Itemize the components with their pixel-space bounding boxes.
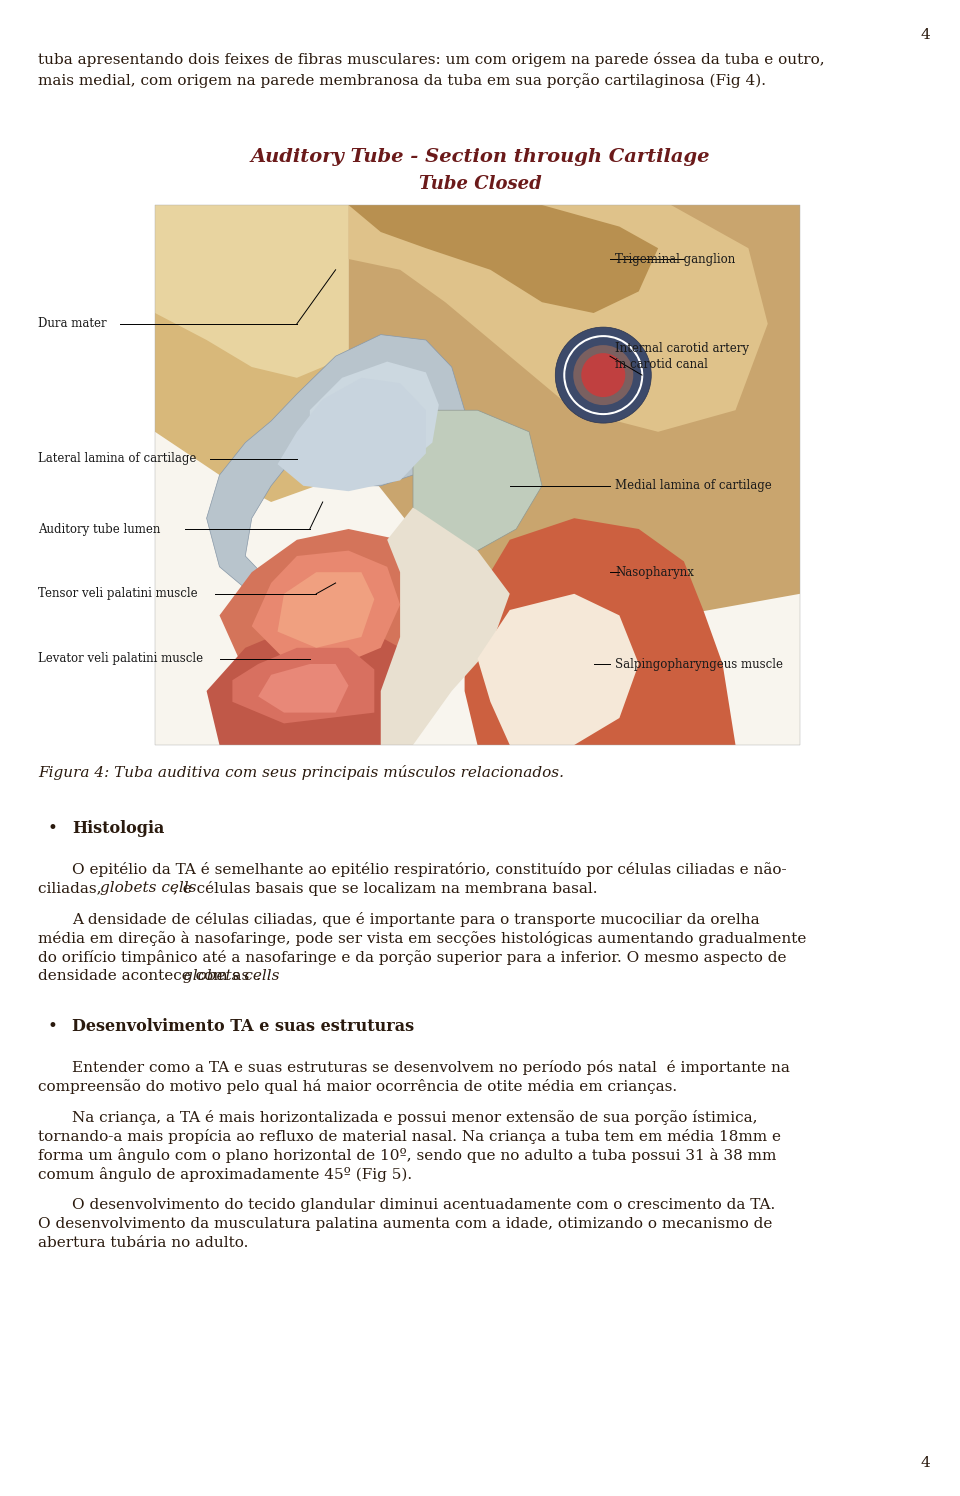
Text: Desenvolvimento TA e suas estruturas: Desenvolvimento TA e suas estruturas [72,1017,414,1035]
Text: compreensão do motivo pelo qual há maior ocorrência de otite média em crianças.: compreensão do motivo pelo qual há maior… [38,1079,677,1094]
Polygon shape [206,335,465,610]
Text: A densidade de células ciliadas, que é importante para o transporte mucociliar d: A densidade de células ciliadas, que é i… [72,913,759,928]
Polygon shape [413,410,542,551]
Text: Salpingopharyngeus muscle: Salpingopharyngeus muscle [615,658,783,670]
Polygon shape [348,205,659,313]
Polygon shape [220,530,426,702]
Polygon shape [348,205,768,432]
Polygon shape [465,518,735,745]
Text: Na criança, a TA é mais horizontalizada e possui menor extensão de sua porção ís: Na criança, a TA é mais horizontalizada … [72,1110,757,1125]
Polygon shape [277,571,374,648]
Polygon shape [310,362,439,476]
Text: do orifício timpânico até a nasofaringe e da porção superior para a inferior. O : do orifício timpânico até a nasofaringe … [38,950,786,965]
Text: Lateral lamina of cartilage: Lateral lamina of cartilage [38,452,197,465]
Text: Internal carotid artery
in carotid canal: Internal carotid artery in carotid canal [615,341,749,371]
Polygon shape [477,594,638,745]
Circle shape [573,346,634,405]
Polygon shape [277,378,426,491]
Text: Trigeminal ganglion: Trigeminal ganglion [615,253,735,265]
Text: comum ângulo de aproximadamente 45º (Fig 5).: comum ângulo de aproximadamente 45º (Fig… [38,1167,412,1182]
Text: abertura tubária no adulto.: abertura tubária no adulto. [38,1236,249,1251]
Text: Histologia: Histologia [72,820,164,836]
Text: Dura mater: Dura mater [38,317,107,331]
Text: 4: 4 [921,28,930,42]
Text: •: • [47,1017,57,1035]
Circle shape [564,335,643,414]
Text: Nasopharynx: Nasopharynx [615,565,694,579]
Text: Tensor veli palatini muscle: Tensor veli palatini muscle [38,588,198,600]
Text: média em direção à nasofaringe, pode ser vista em secções histológicas aumentand: média em direção à nasofaringe, pode ser… [38,931,806,945]
Text: , e células basais que se localizam na membrana basal.: , e células basais que se localizam na m… [173,881,597,896]
Text: forma um ângulo com o plano horizontal de 10º, sendo que no adulto a tuba possui: forma um ângulo com o plano horizontal d… [38,1147,777,1162]
Text: Auditory Tube - Section through Cartilage: Auditory Tube - Section through Cartilag… [251,148,709,166]
Text: Levator veli palatini muscle: Levator veli palatini muscle [38,652,204,666]
Text: 4: 4 [921,1456,930,1471]
Text: O desenvolvimento da musculatura palatina aumenta com a idade, otimizando o meca: O desenvolvimento da musculatura palatin… [38,1218,773,1231]
Text: densidade acontece com as: densidade acontece com as [38,969,254,983]
Circle shape [567,340,639,411]
Text: O epitélio da TA é semelhante ao epitélio respiratório, constituído por células : O epitélio da TA é semelhante ao epitéli… [72,862,786,877]
Text: Figura 4: Tuba auditiva com seus principais músculos relacionados.: Figura 4: Tuba auditiva com seus princip… [38,764,564,779]
Polygon shape [155,205,348,503]
Text: ciliadas,: ciliadas, [38,881,107,895]
Text: .: . [256,969,261,983]
Circle shape [581,353,625,396]
Text: Medial lamina of cartilage: Medial lamina of cartilage [615,479,772,492]
Polygon shape [252,551,400,669]
Polygon shape [232,648,374,724]
Polygon shape [381,507,510,745]
Circle shape [588,359,619,390]
Circle shape [565,337,641,413]
Polygon shape [348,205,800,627]
Polygon shape [258,664,348,712]
Text: O desenvolvimento do tecido glandular diminui acentuadamente com o crescimento d: O desenvolvimento do tecido glandular di… [72,1198,776,1212]
Text: globets cells: globets cells [100,881,197,895]
FancyBboxPatch shape [155,205,800,745]
Polygon shape [155,205,348,378]
Circle shape [555,328,651,423]
Text: Tube Closed: Tube Closed [419,175,541,193]
Text: •: • [47,820,57,836]
Circle shape [577,349,629,401]
Text: tuba apresentando dois feixes de fibras musculares: um com origem na parede ósse: tuba apresentando dois feixes de fibras … [38,52,825,88]
Text: Entender como a TA e suas estruturas se desenvolvem no período pós natal  é impo: Entender como a TA e suas estruturas se … [72,1061,790,1076]
Text: globets cells: globets cells [183,969,279,983]
Text: Auditory tube lumen: Auditory tube lumen [38,522,160,536]
Polygon shape [206,627,413,745]
Text: tornando-a mais propícia ao refluxo de material nasal. Na criança a tuba tem em : tornando-a mais propícia ao refluxo de m… [38,1129,781,1144]
